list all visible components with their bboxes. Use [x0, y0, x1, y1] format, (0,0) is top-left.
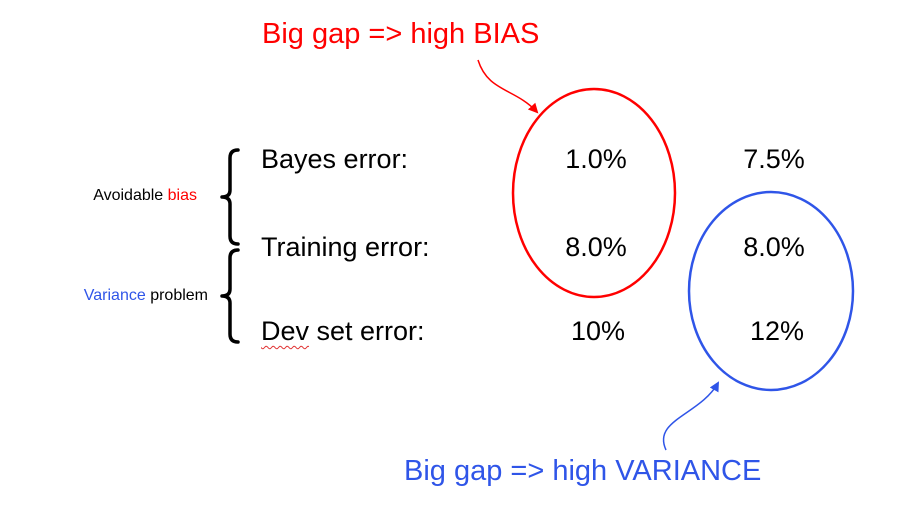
row-label-training-rest: error:	[357, 232, 430, 262]
row-label-dev-set-error: Dev set error:	[261, 316, 425, 347]
value-dev-col1: 10%	[570, 316, 626, 346]
value-training-col1: 8.0%	[565, 232, 627, 262]
avoidable-bias-label: Avoidable bias	[93, 187, 197, 205]
variance-problem-highlight: Variance	[83, 287, 146, 304]
row-label-bayes-word: Bayes	[261, 144, 337, 174]
row-label-training-error: Training error:	[261, 232, 430, 263]
bias-ellipse	[511, 87, 677, 299]
value-bayes-col1: 1.0%	[565, 144, 627, 174]
variance-arrow	[662, 381, 719, 451]
variance-ellipse	[687, 190, 855, 392]
variance-bracket	[220, 248, 240, 344]
variance-problem-label: Variance problem	[84, 287, 208, 305]
value-bayes-col2: 7.5%	[743, 144, 805, 174]
variance-callout: Big gap => high VARIANCE	[404, 455, 762, 487]
value-training-col2: 8.0%	[743, 232, 805, 262]
bias-bracket	[220, 148, 240, 246]
bias-callout: Big gap => high BIAS	[262, 18, 540, 50]
row-label-dev-rest: set error:	[309, 316, 425, 346]
bias-arrow	[477, 59, 539, 114]
avoidable-bias-highlight: bias	[167, 187, 197, 204]
row-label-bayes-error: Bayes error:	[261, 144, 408, 175]
row-label-dev-word: Dev	[261, 316, 310, 346]
avoidable-bias-prefix: Avoidable	[93, 187, 168, 204]
row-label-training-word: Training	[261, 232, 358, 262]
row-label-bayes-rest: error:	[336, 144, 409, 174]
variance-problem-suffix: problem	[145, 287, 208, 304]
value-dev-col2: 12%	[749, 316, 805, 346]
